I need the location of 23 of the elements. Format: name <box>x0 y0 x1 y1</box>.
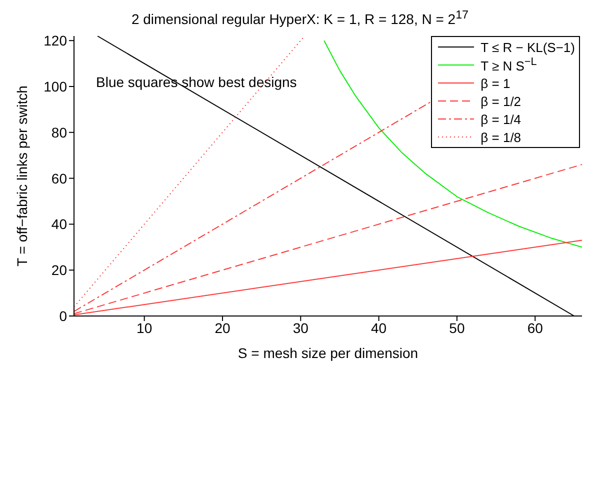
x-tick-label: 50 <box>449 320 465 336</box>
chart-title: 2 dimensional regular HyperX: K = 1, R = 128, N = 2$^{17}$ <box>131 8 469 27</box>
y-tick-label: 60 <box>51 170 68 186</box>
x-tick-label: 60 <box>527 320 544 336</box>
x-tick-label: 30 <box>292 320 309 336</box>
legend-label: β = 1/8 <box>480 130 522 144</box>
y-tick-label: 0 <box>59 308 68 324</box>
y-tick-label: 120 <box>44 32 68 49</box>
y-axis-title: T = off−fabric links per switch <box>14 86 30 266</box>
legend-label: T ≥ N S$^{−L}$ <box>480 56 537 74</box>
annotation: Blue squares show best designs <box>96 74 297 90</box>
legend-label: T ≤ R − KL(S−1) <box>480 40 575 54</box>
legend-label: β = 1/4 <box>480 112 522 126</box>
y-tick-label: 100 <box>44 78 68 94</box>
legend-label: β = 1/2 <box>480 94 522 108</box>
x-tick-label: 20 <box>214 320 230 336</box>
x-axis-title: S = mesh size per dimension <box>238 345 418 361</box>
y-tick-label: 80 <box>51 124 68 140</box>
x-tick-label: 10 <box>136 320 152 336</box>
x-tick-label: 40 <box>371 320 387 336</box>
y-tick-label: 20 <box>51 262 68 278</box>
y-tick-label: 40 <box>51 216 68 232</box>
legend-label: β = 1 <box>480 76 510 90</box>
